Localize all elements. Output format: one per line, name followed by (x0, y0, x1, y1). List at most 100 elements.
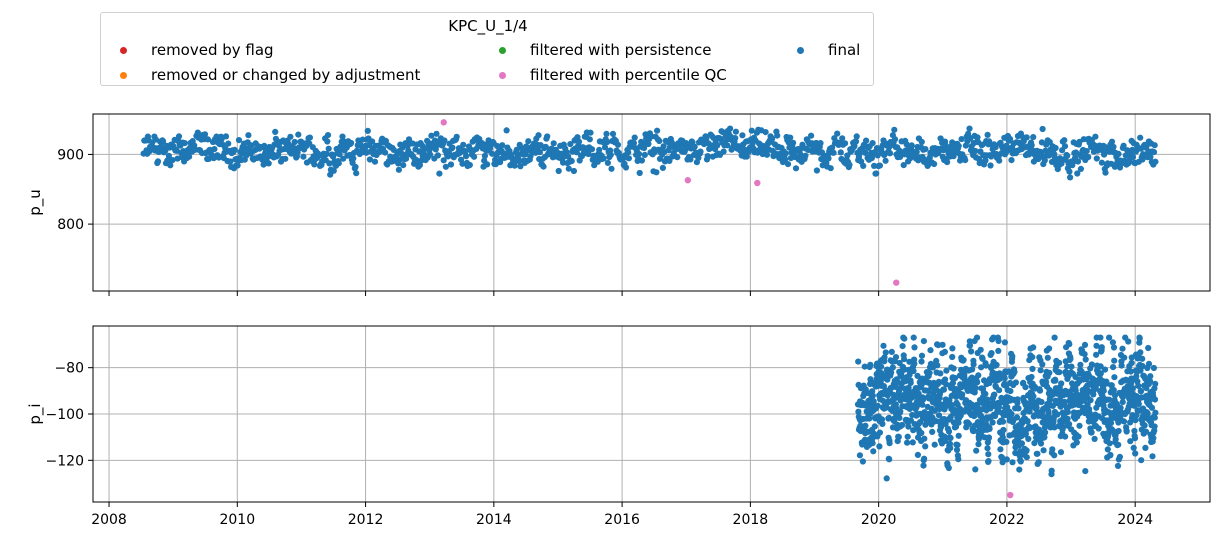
final-point (1140, 151, 1147, 158)
final-point (573, 149, 580, 156)
final-point (762, 129, 769, 136)
final-point (882, 349, 889, 356)
final-point (400, 162, 407, 169)
final-point (953, 446, 961, 453)
legend-entry-filtered-with-persistence: filtered with persistence (480, 41, 711, 59)
final-point (856, 452, 864, 459)
qc-point (893, 279, 900, 286)
final-point (211, 146, 218, 153)
legend-label: filtered with persistence (530, 41, 712, 59)
final-point (1145, 360, 1153, 367)
final-point (1007, 388, 1014, 395)
final-point (350, 155, 357, 162)
final-point (880, 397, 887, 404)
final-point (1152, 380, 1159, 387)
final-point (1147, 373, 1154, 380)
final-point (989, 419, 996, 426)
final-point (990, 334, 997, 341)
final-point (906, 358, 913, 365)
final-point (1111, 357, 1118, 364)
final-point (330, 167, 337, 174)
final-point (306, 134, 313, 141)
final-point (1061, 398, 1068, 405)
final-point (201, 131, 209, 138)
final-point (892, 354, 900, 361)
final-point (876, 162, 884, 169)
final-point (855, 358, 862, 365)
final-point (945, 464, 952, 472)
final-point (1114, 462, 1122, 469)
final-point (1109, 339, 1116, 346)
final-point (1049, 446, 1056, 453)
final-point (952, 374, 959, 382)
final-point (382, 149, 389, 156)
final-point (1024, 418, 1031, 425)
legend-marker-icon (499, 46, 506, 54)
final-point (1046, 345, 1053, 352)
final-point (920, 338, 928, 345)
final-point (395, 166, 402, 173)
final-point (291, 138, 298, 146)
final-point (1028, 142, 1035, 149)
final-point (1067, 355, 1074, 363)
final-point (1064, 152, 1071, 159)
final-point (600, 155, 607, 162)
final-point (790, 139, 797, 146)
final-point (1062, 433, 1069, 440)
final-point (1063, 363, 1070, 370)
final-point (1074, 170, 1081, 177)
final-point (403, 155, 410, 162)
final-point (724, 142, 731, 149)
final-point (631, 134, 638, 141)
data-points (854, 334, 1159, 499)
final-point (817, 140, 824, 147)
final-point (909, 439, 916, 446)
final-point (1147, 378, 1154, 385)
y-tick-label: 900 (57, 147, 84, 163)
final-point (272, 128, 279, 135)
final-point (1054, 411, 1061, 418)
x-tick-label: 2022 (989, 512, 1025, 528)
final-point (891, 136, 899, 143)
final-point (974, 134, 981, 141)
final-point (1107, 419, 1115, 427)
final-point (984, 131, 991, 138)
final-point (1112, 436, 1119, 443)
final-point (326, 160, 333, 167)
final-point (517, 163, 524, 170)
final-point (906, 371, 913, 378)
final-point (830, 149, 837, 156)
final-point (1141, 422, 1148, 429)
final-point (1120, 418, 1128, 425)
final-point (922, 146, 929, 153)
y-tick-label: −100 (46, 407, 84, 423)
final-point (1091, 435, 1098, 442)
final-point (869, 435, 876, 442)
final-point (222, 133, 230, 140)
final-point (440, 157, 447, 164)
final-point (873, 170, 880, 177)
final-point (985, 458, 992, 465)
final-point (888, 348, 895, 355)
legend-marker-icon (797, 46, 804, 54)
final-point (782, 150, 789, 157)
final-point (1130, 444, 1137, 451)
final-point (1106, 440, 1113, 447)
final-point (1128, 359, 1135, 367)
final-point (614, 141, 622, 148)
final-point (1151, 142, 1158, 149)
final-point (585, 150, 592, 158)
x-tick-label: 2012 (348, 512, 384, 528)
final-point (999, 434, 1006, 441)
final-point (869, 140, 876, 147)
final-point (911, 344, 918, 351)
final-point (1095, 425, 1102, 432)
final-point (896, 414, 903, 421)
final-point (1151, 396, 1159, 403)
final-point (955, 432, 962, 439)
final-point (1115, 150, 1122, 157)
final-point (1042, 429, 1049, 436)
final-point (522, 151, 529, 158)
final-point (175, 133, 183, 140)
final-point (1066, 168, 1073, 175)
